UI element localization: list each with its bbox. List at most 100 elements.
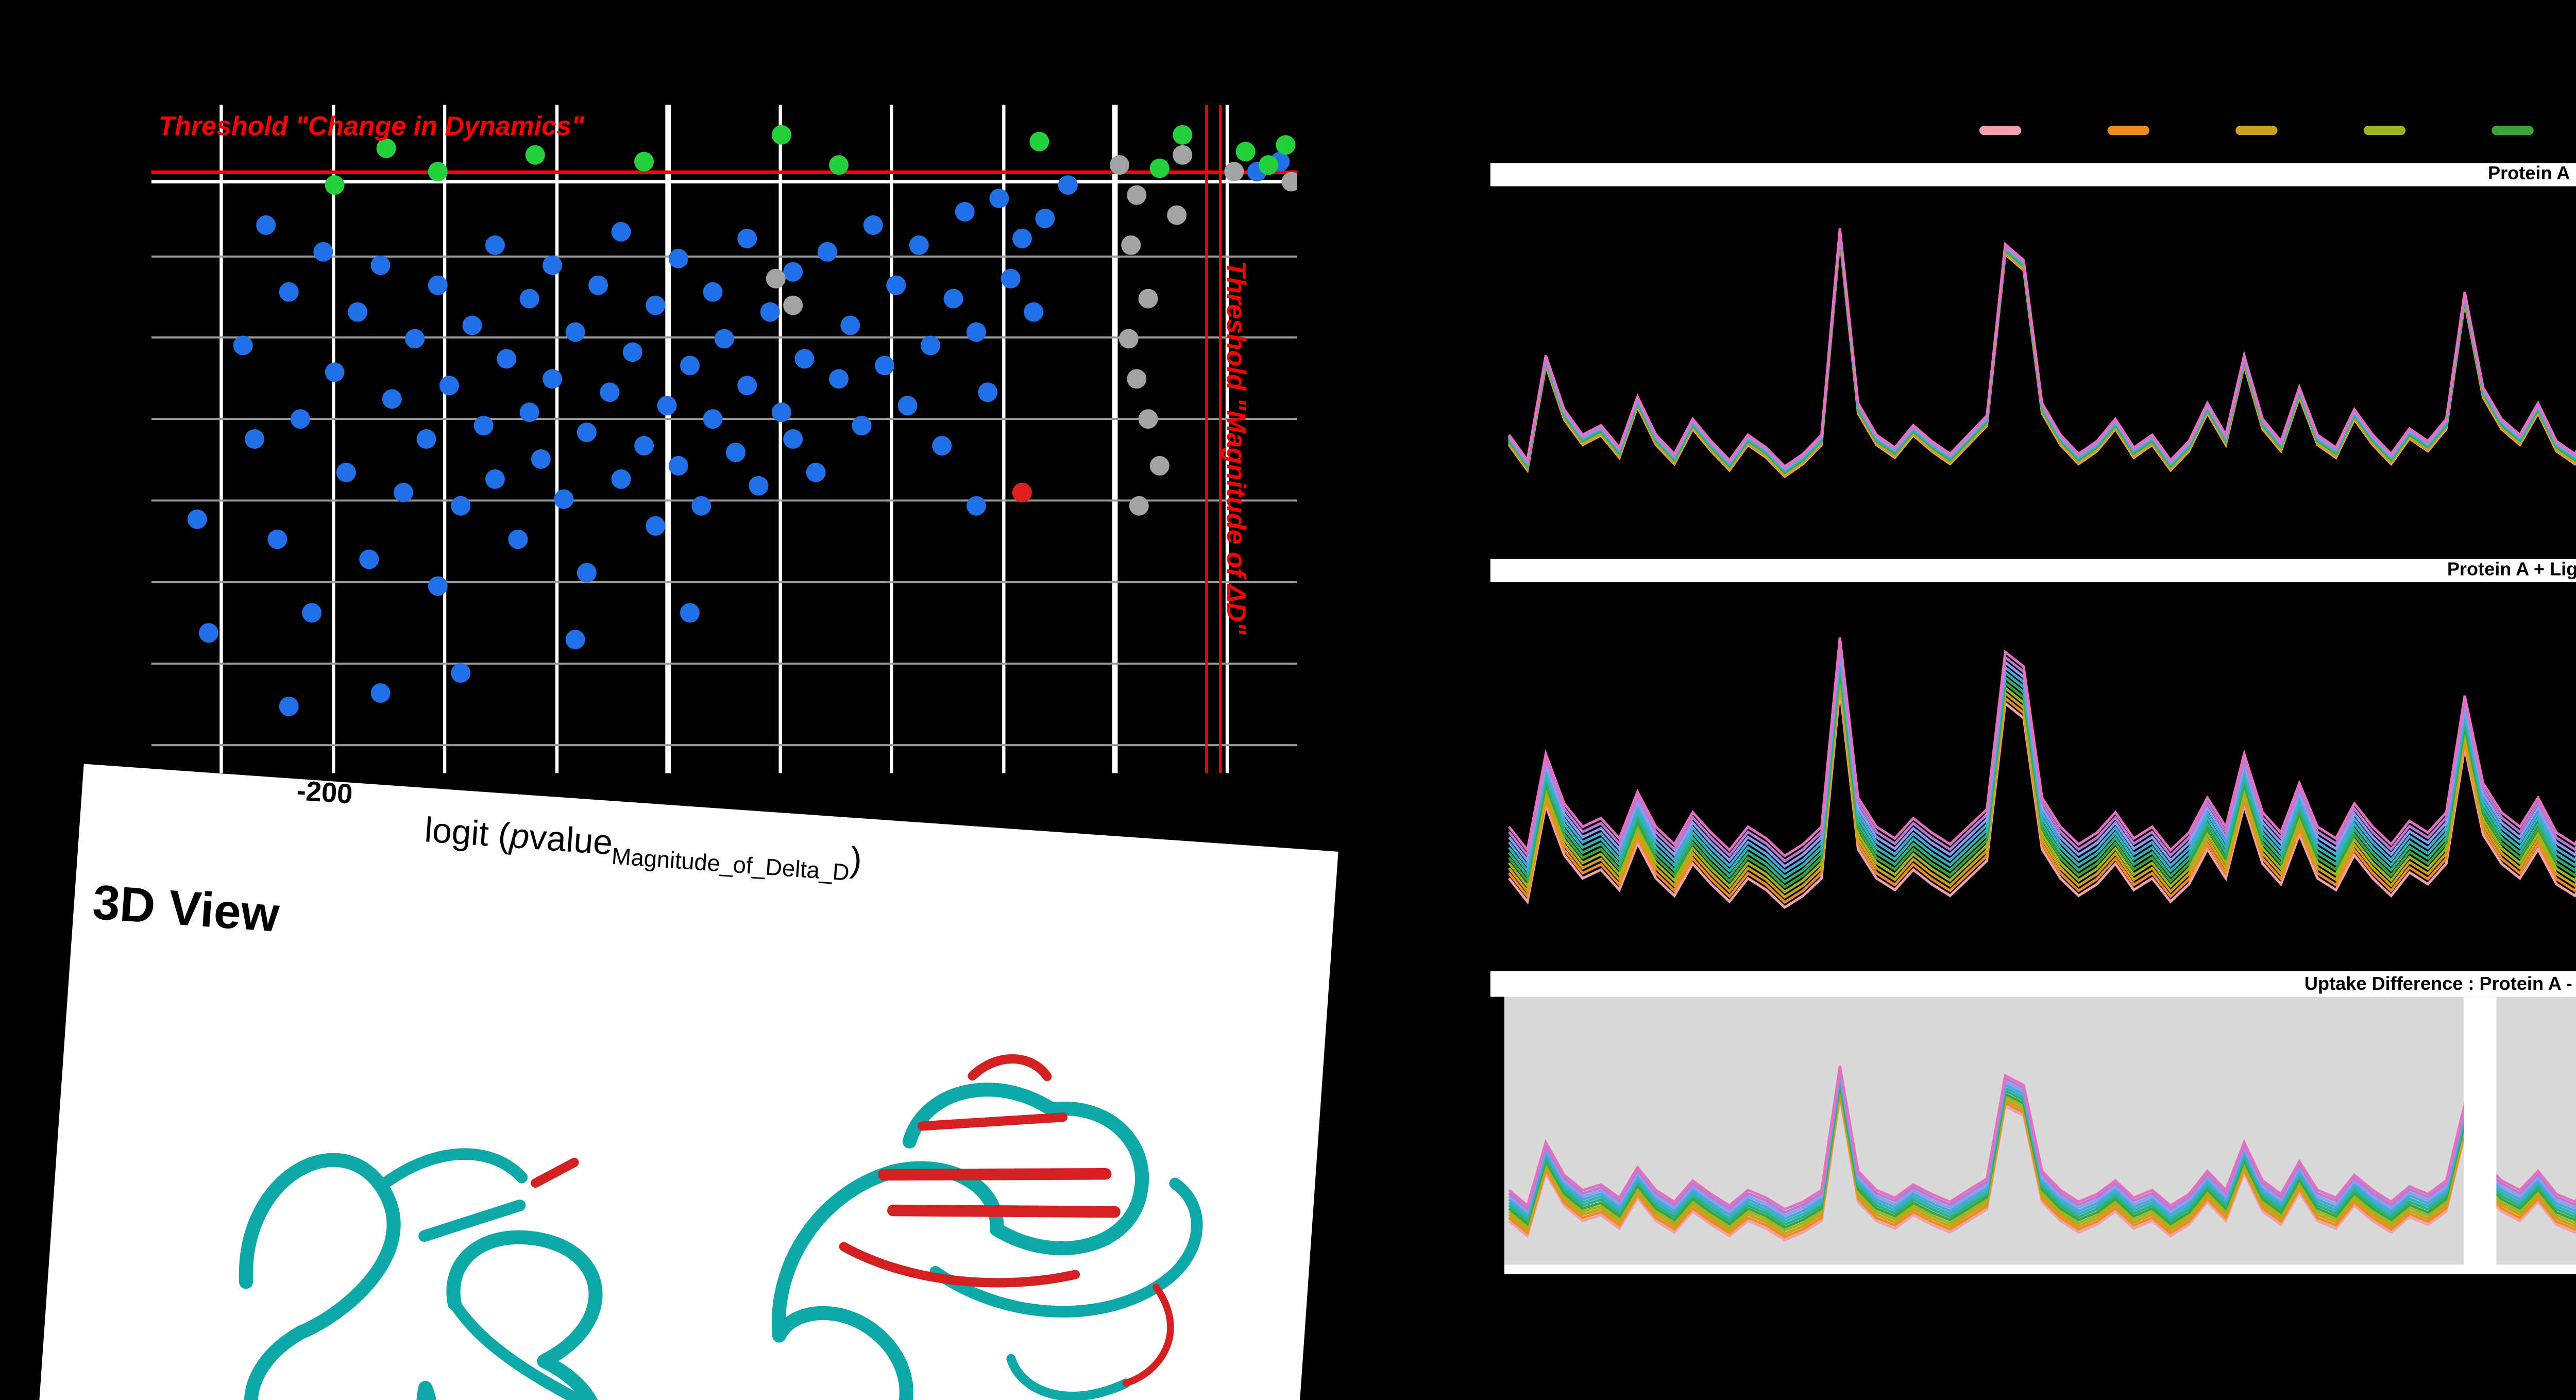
volcano-point-blue[interactable] — [1001, 268, 1021, 289]
volcano-point-blue[interactable] — [359, 549, 379, 569]
volcano-point-blue[interactable] — [668, 456, 688, 476]
volcano-point-blue[interactable] — [370, 255, 391, 275]
volcano-point-blue[interactable] — [680, 603, 700, 623]
protein-3d-structure[interactable] — [59, 933, 1303, 1400]
volcano-point-green[interactable] — [1173, 125, 1193, 145]
volcano-point-green[interactable] — [1029, 131, 1049, 151]
volcano-point-blue[interactable] — [783, 429, 803, 449]
volcano-point-gray[interactable] — [1149, 456, 1170, 476]
volcano-point-blue[interactable] — [932, 436, 952, 456]
volcano-point-blue[interactable] — [290, 409, 310, 429]
volcano-point-gray[interactable] — [1127, 185, 1147, 205]
volcano-point-blue[interactable] — [233, 335, 253, 356]
uptake-series-1[interactable] — [1507, 237, 2576, 512]
legend-swatch-0[interactable] — [1979, 126, 2022, 136]
volcano-point-blue[interactable] — [600, 382, 620, 402]
volcano-point-blue[interactable] — [519, 289, 539, 309]
volcano-point-blue[interactable] — [428, 275, 448, 295]
uptake-series-0[interactable] — [1507, 238, 2576, 526]
volcano-point-gray[interactable] — [1138, 289, 1158, 309]
volcano-point-blue[interactable] — [543, 255, 563, 275]
3d-view-panel[interactable]: -200 logit (pvalueMagnitude_of_Delta_D) … — [35, 764, 1338, 1400]
volcano-point-blue[interactable] — [817, 242, 837, 262]
volcano-point-blue[interactable] — [657, 396, 677, 416]
volcano-point-blue[interactable] — [646, 295, 666, 315]
volcano-point-blue[interactable] — [336, 462, 356, 482]
volcano-point-blue[interactable] — [439, 376, 459, 396]
uptake-series-8[interactable] — [1507, 201, 2576, 470]
volcano-point-blue[interactable] — [485, 235, 505, 255]
uptake-difference-chart[interactable] — [1490, 997, 2576, 1274]
volcano-point-blue[interactable] — [428, 576, 448, 596]
volcano-point-green[interactable] — [376, 138, 396, 158]
volcano-point-blue[interactable] — [325, 362, 345, 382]
volcano-point-blue[interactable] — [256, 215, 276, 235]
volcano-point-gray[interactable] — [766, 268, 786, 289]
volcano-point-gray[interactable] — [1121, 235, 1141, 255]
volcano-point-blue[interactable] — [737, 376, 757, 396]
volcano-point-blue[interactable] — [749, 476, 769, 496]
volcano-point-blue[interactable] — [462, 315, 482, 335]
volcano-point-blue[interactable] — [382, 389, 402, 409]
uptake-series-10[interactable] — [1508, 1066, 2576, 1211]
volcano-point-blue[interactable] — [863, 215, 883, 235]
legend-swatch-4[interactable] — [2492, 126, 2534, 136]
volcano-point-gray[interactable] — [1138, 409, 1158, 429]
volcano-point-blue[interactable] — [370, 683, 391, 703]
volcano-scatter-chart[interactable] — [151, 105, 1297, 773]
volcano-point-blue[interactable] — [680, 356, 700, 376]
volcano-point-blue[interactable] — [1035, 208, 1055, 228]
volcano-point-blue[interactable] — [771, 402, 791, 423]
volcano-point-blue[interactable] — [921, 335, 940, 356]
volcano-point-green[interactable] — [1276, 135, 1296, 155]
volcano-point-red[interactable] — [1012, 482, 1032, 502]
volcano-point-blue[interactable] — [565, 322, 585, 342]
volcano-point-blue[interactable] — [394, 482, 414, 502]
volcano-point-blue[interactable] — [565, 630, 585, 650]
volcano-point-blue[interactable] — [588, 275, 608, 295]
volcano-point-blue[interactable] — [783, 262, 803, 282]
volcano-point-gray[interactable] — [1224, 162, 1244, 182]
volcano-point-blue[interactable] — [519, 402, 539, 423]
volcano-point-blue[interactable] — [852, 416, 872, 436]
volcano-point-blue[interactable] — [760, 302, 780, 322]
volcano-point-blue[interactable] — [955, 201, 975, 222]
volcano-point-blue[interactable] — [691, 496, 711, 516]
volcano-point-blue[interactable] — [1012, 228, 1032, 248]
volcano-point-blue[interactable] — [187, 509, 207, 529]
volcano-point-gray[interactable] — [1129, 496, 1149, 516]
volcano-point-green[interactable] — [525, 145, 545, 165]
volcano-point-blue[interactable] — [1024, 302, 1044, 322]
volcano-point-blue[interactable] — [989, 189, 1009, 208]
uptake-chart-protein-a[interactable] — [1490, 186, 2576, 550]
uptake-chart-protein-a-ligand[interactable] — [1490, 582, 2576, 955]
volcano-point-blue[interactable] — [840, 315, 860, 335]
volcano-point-blue[interactable] — [348, 302, 368, 322]
volcano-point-blue[interactable] — [554, 489, 574, 509]
volcano-point-blue[interactable] — [737, 228, 757, 248]
volcano-point-green[interactable] — [634, 151, 654, 172]
volcano-point-blue[interactable] — [966, 496, 986, 516]
legend-swatch-1[interactable] — [2107, 126, 2149, 136]
volcano-point-green[interactable] — [1235, 142, 1256, 162]
volcano-point-blue[interactable] — [646, 516, 666, 536]
volcano-point-blue[interactable] — [611, 222, 631, 242]
volcano-point-blue[interactable] — [806, 462, 826, 482]
uptake-series-9[interactable] — [1507, 201, 2576, 469]
volcano-point-blue[interactable] — [199, 623, 218, 643]
volcano-point-blue[interactable] — [886, 275, 906, 295]
volcano-point-blue[interactable] — [577, 423, 597, 443]
volcano-point-blue[interactable] — [313, 242, 333, 262]
volcano-point-gray[interactable] — [1127, 369, 1147, 389]
volcano-point-blue[interactable] — [966, 322, 986, 342]
volcano-point-blue[interactable] — [485, 469, 505, 489]
volcano-point-blue[interactable] — [543, 369, 563, 389]
volcano-point-green[interactable] — [1149, 158, 1170, 178]
uptake-series-10[interactable] — [1508, 637, 2576, 858]
volcano-point-blue[interactable] — [668, 248, 688, 268]
volcano-point-blue[interactable] — [497, 349, 517, 369]
volcano-point-blue[interactable] — [451, 496, 471, 516]
volcano-point-gray[interactable] — [1173, 145, 1193, 165]
volcano-point-blue[interactable] — [622, 342, 642, 362]
volcano-point-green[interactable] — [1259, 155, 1279, 175]
